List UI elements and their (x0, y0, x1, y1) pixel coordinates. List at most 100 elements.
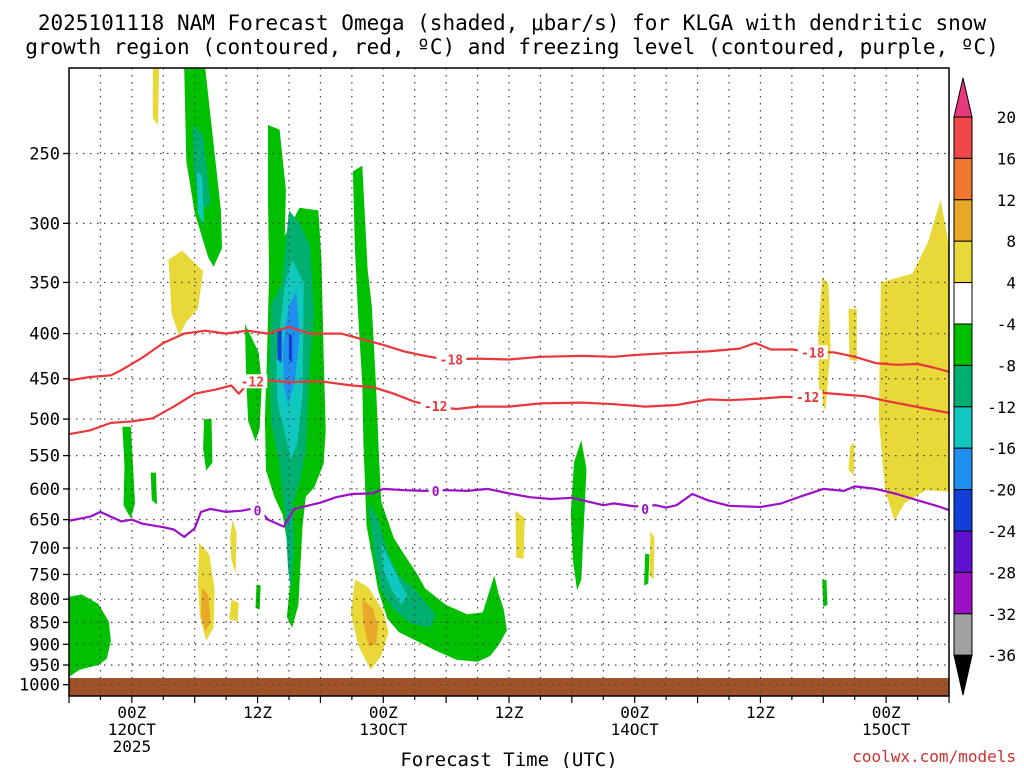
contour-label-bg (792, 390, 823, 405)
x-tick-label: 00Z (117, 703, 146, 722)
omega-region (168, 250, 204, 336)
contour-label: 0 (641, 503, 649, 518)
colorbar-bottom-arrow (953, 654, 973, 696)
x-tick-label: 14OCT (611, 720, 660, 739)
contour-label-bg (428, 483, 443, 498)
contour-label: -12 (241, 375, 264, 390)
colorbar-swatch (953, 571, 973, 615)
y-tick-label: 400 (29, 325, 60, 345)
omega-region (201, 587, 211, 632)
x-tick-label: 13OCT (359, 720, 408, 739)
omega-region (196, 171, 205, 226)
omega-region (192, 124, 211, 211)
omega-shading (69, 68, 949, 677)
freezing-level-contour (69, 485, 949, 539)
omega-region (122, 426, 135, 519)
x-tick-label: 12Z (495, 703, 524, 722)
colorbar: 20 16 12 8 4 -4 -8 -12 -16 -20 -24 -28 -32 -36 (953, 77, 1016, 696)
y-tick-label: 850 (29, 613, 60, 633)
colorbar-swatch (953, 282, 973, 325)
colorbar-label: 12 (997, 191, 1016, 210)
x-tick-label: 15OCT (862, 720, 911, 739)
omega-region (818, 276, 831, 412)
contour-label: -18 (440, 354, 464, 369)
colorbar-swatch (953, 199, 973, 242)
colorbar-swatch (953, 240, 973, 284)
contour-label: 0 (254, 505, 262, 520)
colorbar-label: -8 (997, 356, 1016, 375)
contour-label: -12 (424, 400, 447, 415)
colorbar-label: -12 (987, 398, 1016, 417)
credit-text: coolwx.com/models (852, 747, 1016, 766)
y-tick-label: 1000 (19, 676, 60, 696)
contour-label-bg (237, 374, 268, 389)
y-tick-label: 350 (29, 273, 60, 293)
colorbar-swatch (953, 613, 973, 656)
omega-region (381, 542, 408, 605)
colorbar-label: 20 (997, 108, 1016, 127)
colorbar-label: -28 (987, 563, 1016, 582)
x-tick-label: 12OCT (108, 720, 157, 739)
y-tick-label: 550 (29, 447, 60, 467)
omega-region (229, 599, 239, 622)
colorbar-label: -32 (987, 605, 1016, 624)
colorbar-label: -24 (987, 522, 1016, 541)
contour-label: 0 (432, 485, 440, 500)
y-tick-label: 450 (29, 370, 60, 390)
x-axis-label: Forecast Time (UTC) (400, 749, 617, 768)
colorbar-swatch (953, 406, 973, 449)
contour-labels: -18 -18 -12 -12 -12 0 0 0 (237, 345, 828, 520)
x-tick-label: 12Z (243, 703, 272, 722)
chart-title-line-2: growth region (contoured, red, ºC) and f… (25, 35, 999, 59)
y-axis: 2503003504004505005506006507007508008509… (19, 144, 69, 696)
chart-title-line-1: 2025101118 NAM Forecast Omega (shaded, μ… (38, 11, 987, 35)
x-tick-label: 00Z (872, 703, 901, 722)
omega-region (848, 308, 857, 362)
contour-label-bg (638, 501, 653, 516)
y-tick-label: 300 (29, 214, 60, 234)
y-tick-label: 950 (29, 656, 60, 676)
omega-region (878, 199, 949, 521)
x-tick-label: 00Z (620, 703, 649, 722)
contour-label: -12 (796, 391, 819, 406)
omega-region (352, 165, 507, 662)
x-tick-label: 2025 (113, 737, 152, 756)
y-tick-label: 650 (29, 511, 60, 531)
colorbar-label: -4 (997, 315, 1016, 334)
omega-region (152, 68, 160, 125)
colorbar-swatch (953, 157, 973, 201)
colorbar-swatch (953, 447, 973, 491)
colorbar-swatch (953, 116, 973, 159)
omega-region (515, 510, 525, 559)
contour-label: -18 (801, 346, 825, 361)
colorbar-label: 8 (1006, 232, 1016, 251)
x-tick-label: 00Z (369, 703, 398, 722)
y-tick-label: 900 (29, 635, 60, 655)
omega-region (570, 440, 587, 591)
contour-label-bg (420, 398, 451, 413)
colorbar-label: -16 (987, 439, 1016, 458)
surface-terrain (69, 678, 949, 696)
contour-label-bg (250, 503, 265, 518)
omega-region (649, 531, 655, 580)
y-tick-label: 700 (29, 539, 60, 559)
y-tick-label: 500 (29, 410, 60, 430)
colorbar-label: 4 (1006, 274, 1016, 293)
colorbar-label: -36 (987, 646, 1016, 665)
y-tick-label: 250 (29, 144, 60, 164)
omega-region (230, 519, 237, 574)
omega-region (289, 333, 293, 364)
omega-region (368, 501, 436, 628)
contour-label-bg (797, 345, 828, 360)
y-tick-label: 750 (29, 565, 60, 585)
contour-label-bg (436, 352, 467, 367)
colorbar-swatch (953, 364, 973, 408)
omega-region (644, 553, 650, 586)
colorbar-swatch (953, 530, 973, 573)
x-tick-label: 12Z (746, 703, 775, 722)
omega-region (203, 419, 213, 471)
colorbar-swatch (953, 323, 973, 366)
omega-region (277, 328, 282, 364)
